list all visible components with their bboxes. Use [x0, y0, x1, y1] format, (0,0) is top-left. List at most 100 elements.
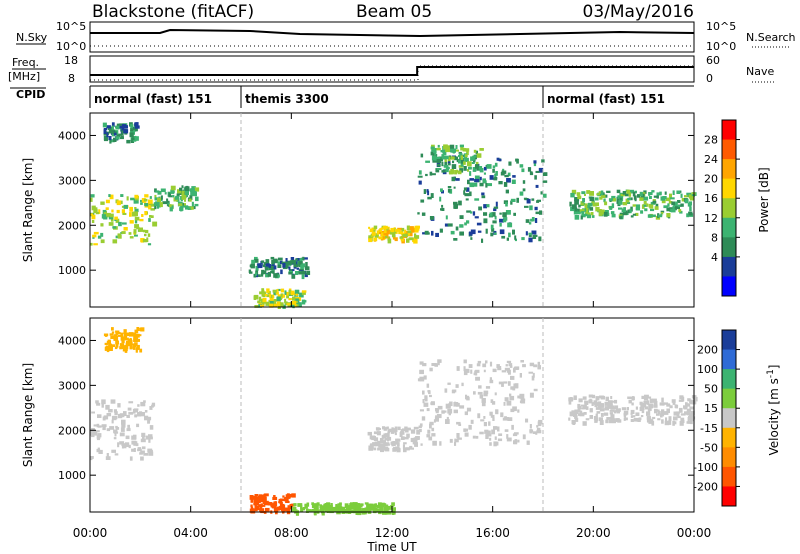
- echo-cell: [594, 419, 598, 423]
- echo-cell: [115, 218, 120, 223]
- echo-cell: [368, 226, 371, 229]
- echo-cell: [392, 428, 397, 433]
- echo-cell: [444, 161, 448, 167]
- echo-cell: [108, 222, 114, 226]
- echo-cell: [677, 204, 682, 207]
- echo-cell: [598, 417, 603, 422]
- echo-cell: [463, 190, 466, 195]
- echo-cell: [175, 195, 180, 200]
- echo-cell: [675, 201, 678, 207]
- echo-cell: [93, 209, 98, 214]
- echo-cell: [184, 199, 186, 202]
- freq-left-tick-top: 18: [64, 54, 78, 67]
- echo-cell: [402, 444, 405, 449]
- echo-cell: [103, 135, 108, 141]
- echo-cell: [106, 405, 110, 410]
- echo-cell: [140, 327, 145, 332]
- echo-cell: [444, 159, 447, 162]
- echo-cell: [133, 338, 138, 342]
- echo-cell: [277, 257, 283, 261]
- nsky-frame: [89, 21, 695, 53]
- echo-cell: [574, 207, 578, 212]
- echo-cell: [374, 441, 379, 447]
- echo-cell: [147, 416, 152, 421]
- echo-cell: [378, 509, 382, 513]
- echo-cell: [519, 164, 524, 168]
- echo-cell: [651, 420, 655, 426]
- echo-cell: [109, 333, 114, 336]
- echo-cell: [313, 505, 317, 509]
- echo-cell: [506, 178, 511, 183]
- echo-cell: [604, 201, 608, 206]
- echo-cell: [266, 288, 270, 293]
- echo-cell: [510, 200, 513, 205]
- echo-cell: [111, 125, 114, 130]
- echo-cell: [582, 198, 585, 203]
- echo-cell: [335, 505, 340, 510]
- echo-cell: [116, 209, 120, 214]
- echo-cell: [291, 292, 296, 295]
- echo-cell: [577, 413, 582, 416]
- x-tick-label: 04:00: [173, 526, 208, 540]
- echo-cell: [108, 129, 114, 134]
- echo-cell: [502, 212, 507, 218]
- echo-cell: [136, 327, 140, 331]
- echo-cell: [572, 204, 577, 209]
- echo-cell: [618, 200, 623, 205]
- echo-cell: [615, 405, 619, 410]
- echo-cell: [169, 207, 173, 212]
- echo-cell: [443, 155, 449, 160]
- echo-cell: [301, 270, 306, 275]
- echo-cell: [104, 333, 108, 337]
- echo-cell: [437, 163, 441, 167]
- echo-cell: [672, 190, 675, 195]
- echo-cell: [137, 412, 142, 417]
- echo-cell: [574, 417, 579, 422]
- echo-cell: [605, 396, 609, 402]
- echo-cell: [465, 154, 468, 158]
- echo-cell: [100, 201, 105, 205]
- x-tick-label: 08:00: [274, 526, 309, 540]
- echo-cell: [321, 510, 325, 516]
- echo-cell: [634, 190, 637, 194]
- echo-cell: [469, 191, 472, 197]
- y-tick-label: 3000: [58, 379, 86, 392]
- echo-cell: [434, 363, 438, 367]
- colorbar-swatch: [722, 276, 736, 297]
- echo-cell: [445, 166, 450, 171]
- echo-cell: [436, 147, 441, 151]
- echo-cell: [472, 155, 475, 161]
- echo-cell: [534, 175, 537, 180]
- echo-cell: [117, 334, 122, 337]
- echo-cell: [599, 408, 605, 412]
- echo-cell: [177, 189, 181, 194]
- echo-cell: [463, 366, 466, 372]
- echo-cell: [645, 406, 649, 410]
- echo-cell: [506, 237, 509, 241]
- echo-cell: [435, 415, 439, 418]
- echo-cell: [457, 170, 462, 175]
- echo-cell: [379, 507, 384, 511]
- echo-cell: [631, 396, 635, 400]
- echo-cell: [601, 209, 605, 214]
- echo-cell: [493, 177, 498, 181]
- echo-cell: [476, 153, 482, 158]
- echo-cell: [431, 363, 437, 366]
- echo-cell: [435, 232, 439, 237]
- echo-cell: [270, 264, 274, 268]
- echo-cell: [627, 407, 629, 411]
- echo-cell: [371, 435, 376, 439]
- echo-cell: [510, 198, 516, 202]
- echo-cell: [492, 417, 495, 421]
- echo-cell: [526, 198, 531, 204]
- echo-cell: [383, 233, 387, 236]
- echo-cell: [525, 418, 529, 423]
- echo-cell: [313, 510, 317, 516]
- echo-cell: [628, 399, 632, 404]
- echo-cell: [635, 212, 639, 216]
- echo-cell: [450, 230, 455, 235]
- echo-cell: [267, 502, 273, 506]
- echo-cell: [481, 192, 485, 196]
- echo-cell: [577, 403, 581, 408]
- echo-cell: [263, 262, 269, 266]
